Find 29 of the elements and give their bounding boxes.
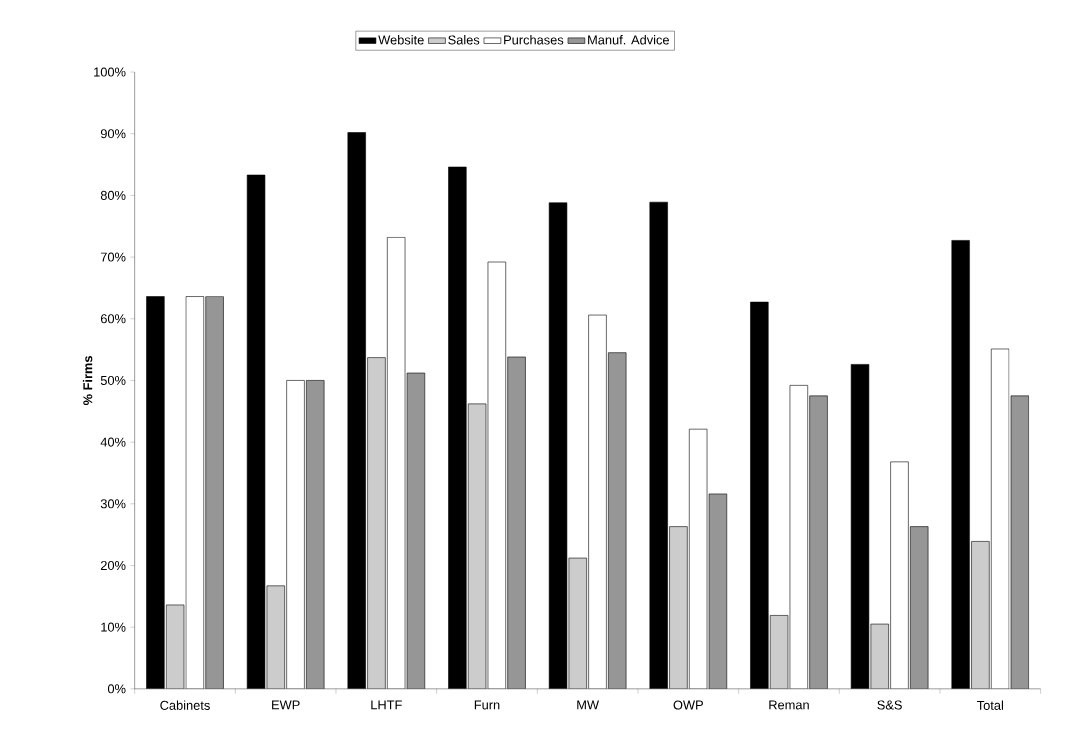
bar — [205, 296, 224, 689]
bar — [971, 541, 990, 689]
y-tick-label: 60% — [100, 314, 126, 324]
bar — [367, 357, 386, 689]
x-tick-label: Total — [977, 700, 1003, 710]
y-tick-label: 20% — [100, 560, 126, 570]
legend-label: Purchases — [504, 34, 564, 45]
x-tick-label: LHTF — [371, 700, 402, 710]
x-tick-label: S&S — [877, 700, 902, 710]
x-tick-label: EWP — [272, 700, 300, 710]
y-tick-label: 10% — [101, 622, 126, 632]
y-axis-title: % Firms — [82, 355, 93, 405]
x-tick-label: OWP — [673, 700, 703, 710]
x-tick-label: Reman — [769, 700, 809, 710]
legend-label: Manuf. Advice — [588, 34, 669, 45]
legend-label: Website — [378, 34, 424, 45]
y-tick-label: 50% — [100, 375, 126, 385]
y-tick-label: 100% — [94, 67, 126, 77]
x-tick-label: Furn — [474, 700, 500, 710]
x-tick-label: Cabinets — [160, 700, 210, 710]
bar — [669, 526, 688, 689]
legend-label: Sales — [448, 34, 480, 45]
y-tick-label: 90% — [100, 129, 126, 139]
y-tick-label: 0% — [107, 684, 126, 694]
y-tick-label: 80% — [100, 190, 126, 200]
y-tick-label: 30% — [100, 499, 126, 509]
y-tick-label: 40% — [100, 437, 126, 447]
y-tick-label: 70% — [100, 252, 126, 262]
x-tick-label: MW — [577, 700, 599, 710]
